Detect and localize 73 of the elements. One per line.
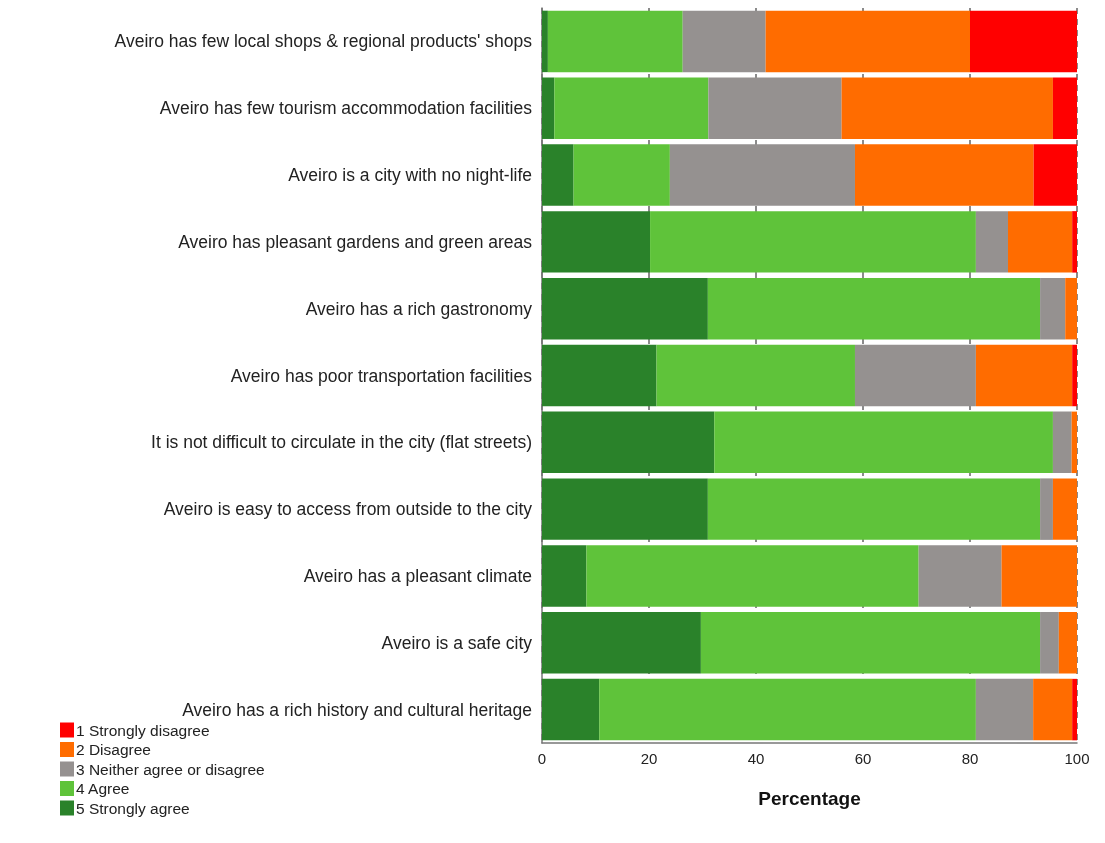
- x-axis-title: Percentage: [758, 788, 861, 809]
- bar: [1058, 612, 1077, 674]
- bar: [707, 277, 1041, 340]
- legend-label: 2 Disagree: [76, 741, 151, 758]
- bar: [1001, 545, 1077, 607]
- bar: [854, 144, 1034, 206]
- bar: [650, 211, 976, 273]
- bar: [1072, 344, 1077, 407]
- bar: [1052, 411, 1072, 474]
- bar: [918, 545, 1002, 607]
- y-tick-label: Aveiro is easy to access from outside to the city: [163, 499, 533, 520]
- bar: [975, 344, 1073, 407]
- x-tick-label: 40: [747, 750, 765, 767]
- bar: [1071, 411, 1077, 474]
- bar: [841, 77, 1053, 139]
- bar: [1072, 211, 1077, 273]
- bar: [542, 678, 600, 741]
- x-tick-label: 60: [854, 750, 872, 767]
- y-tick-label: Aveiro has a rich history and cultural heritage: [182, 699, 532, 720]
- legend-label: 5 Strongly agree: [76, 799, 190, 817]
- bar: [573, 144, 670, 206]
- bar: [714, 411, 1053, 474]
- bar: [542, 344, 657, 407]
- bar: [542, 277, 708, 340]
- bar: [669, 144, 855, 206]
- bar: [1040, 277, 1066, 340]
- bar: [542, 478, 708, 540]
- legend-label: 4 Agree: [76, 780, 130, 797]
- x-tick-label: 80: [961, 750, 979, 767]
- bar: [708, 77, 842, 139]
- bar: [1040, 478, 1053, 540]
- bar: [1007, 211, 1073, 273]
- bar: [542, 144, 574, 206]
- bar: [1033, 678, 1073, 741]
- x-tick-label: 0: [537, 750, 547, 767]
- bar: [1052, 478, 1077, 540]
- x-tick-label: 100: [1064, 750, 1090, 767]
- bar: [542, 211, 651, 273]
- bar: [975, 211, 1008, 273]
- y-tick-label: Aveiro is a safe city: [381, 632, 533, 653]
- bar: [599, 678, 976, 741]
- x-tick-label: 20: [640, 750, 658, 767]
- bar: [682, 10, 766, 73]
- bar: [542, 545, 587, 607]
- y-tick-label: It is not difficult to circulate in the city (flat streets): [151, 432, 532, 453]
- y-tick-label: Aveiro has pleasant gardens and green areas: [178, 231, 533, 252]
- bar: [765, 10, 970, 73]
- bar: [656, 344, 855, 407]
- bar: [1052, 77, 1077, 139]
- bar: [1040, 612, 1059, 674]
- y-tick-label: Aveiro is a city with no night-life: [288, 165, 532, 186]
- bar: [542, 77, 555, 139]
- y-tick-label: Aveiro has a rich gastronomy: [305, 298, 533, 319]
- y-tick-label: Aveiro has poor transportation facilities: [230, 365, 533, 386]
- bar: [970, 10, 1077, 73]
- bar: [542, 411, 715, 474]
- bar: [586, 545, 919, 607]
- bar: [1072, 678, 1077, 741]
- y-tick-label: Aveiro has few local shops & regional products' shops: [114, 31, 533, 52]
- bar: [554, 77, 709, 139]
- y-tick-label: Aveiro has few tourism accommodation facilities: [159, 98, 533, 119]
- bar: [700, 612, 1041, 674]
- bar: [1065, 277, 1077, 340]
- y-tick-label: Aveiro has a pleasant climate: [303, 565, 532, 586]
- bar: [542, 10, 548, 73]
- bar: [975, 678, 1034, 741]
- bar: [854, 344, 976, 407]
- bar: [1033, 144, 1077, 206]
- bar: [547, 10, 683, 73]
- bar: [542, 612, 701, 674]
- legend-label: 3 Neither agree or disagree: [76, 760, 265, 778]
- bar: [707, 478, 1041, 540]
- legend-label: 1 Strongly disagree: [76, 721, 210, 739]
